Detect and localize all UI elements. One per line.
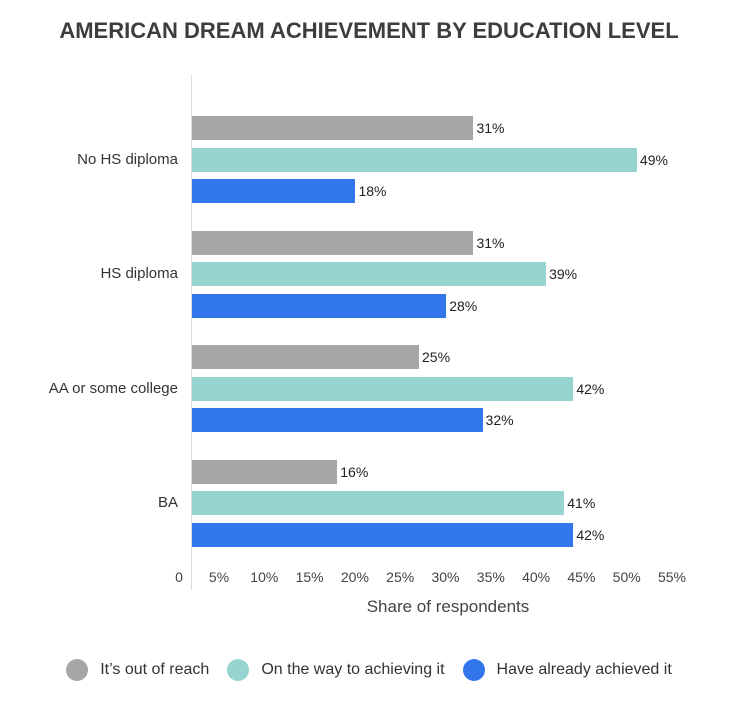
category-label: No HS diploma bbox=[77, 150, 178, 168]
data-label: 42% bbox=[576, 526, 605, 543]
bar bbox=[192, 345, 419, 369]
x-tick-label: 55% bbox=[657, 569, 687, 585]
legend-item: It’s out of reach bbox=[66, 659, 209, 681]
legend-swatch-icon bbox=[227, 659, 250, 681]
data-label: 18% bbox=[358, 183, 387, 199]
category-label: AA or some college bbox=[48, 379, 178, 397]
x-tick-label: 40% bbox=[522, 569, 551, 585]
bar bbox=[192, 293, 447, 318]
bar bbox=[192, 408, 483, 432]
data-label: 42% bbox=[576, 380, 605, 397]
legend: It’s out of reach On the way to achieving… bbox=[0, 659, 738, 681]
category-label: HS diploma bbox=[100, 265, 178, 282]
x-axis-label: Share of respondents bbox=[366, 597, 530, 616]
x-tick-label: 5% bbox=[208, 569, 230, 585]
x-tick-label: 10% bbox=[250, 569, 279, 585]
legend-label: Have already achieved it bbox=[496, 661, 672, 678]
data-label: 49% bbox=[639, 151, 668, 168]
legend-swatch-icon bbox=[462, 659, 485, 681]
x-tick-label: 15% bbox=[295, 569, 324, 585]
data-label: 16% bbox=[340, 463, 369, 480]
legend-label: On the way to achieving it bbox=[261, 661, 445, 678]
bar bbox=[192, 116, 474, 140]
bar bbox=[192, 459, 338, 484]
data-label: 41% bbox=[567, 495, 596, 511]
y-axis-line bbox=[191, 75, 192, 590]
data-label: 39% bbox=[549, 266, 578, 282]
chart-title: AMERICAN DREAM ACHIEVEMENT BY EDUCATION … bbox=[59, 18, 679, 43]
x-tick-label: 20% bbox=[340, 569, 369, 585]
bar bbox=[192, 376, 574, 401]
bar bbox=[192, 262, 547, 286]
legend-item: On the way to achieving it bbox=[227, 659, 445, 681]
data-label: 31% bbox=[476, 234, 505, 251]
bar bbox=[192, 230, 474, 255]
bar bbox=[192, 491, 565, 515]
x-tick-label: 35% bbox=[476, 569, 505, 585]
data-label: 32% bbox=[485, 412, 514, 428]
legend-swatch-icon bbox=[66, 659, 89, 681]
x-tick-label: 0 bbox=[175, 569, 183, 585]
legend-item: Have already achieved it bbox=[462, 659, 672, 681]
legend-label: It’s out of reach bbox=[100, 661, 210, 678]
data-label: 28% bbox=[449, 297, 478, 314]
x-tick-label: 45% bbox=[567, 569, 596, 585]
category-label: BA bbox=[157, 494, 178, 511]
x-tick-label: 25% bbox=[386, 569, 415, 585]
bar bbox=[192, 179, 356, 203]
bar bbox=[192, 147, 637, 172]
bar bbox=[192, 522, 574, 547]
x-tick-label: 30% bbox=[431, 569, 460, 585]
data-label: 31% bbox=[476, 120, 505, 136]
data-label: 25% bbox=[422, 349, 451, 365]
x-tick-label: 50% bbox=[612, 569, 641, 585]
